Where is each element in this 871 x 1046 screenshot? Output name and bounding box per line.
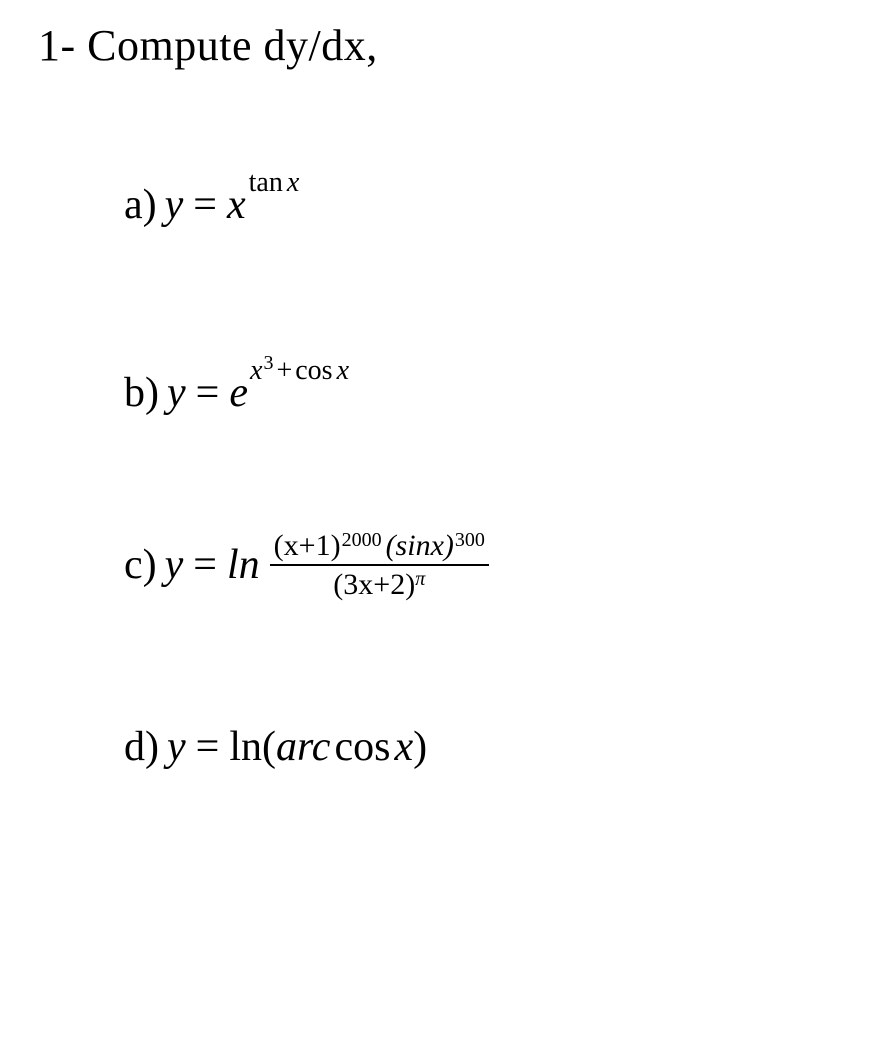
lhs-y: y xyxy=(165,541,184,589)
num-f1-exp: 2000 xyxy=(341,529,382,551)
fn-ln: ln xyxy=(229,723,262,771)
problem-a: a) y = x tanx xyxy=(124,181,851,229)
exp-plus: + xyxy=(273,355,295,386)
num-f1-base: (x+1) xyxy=(274,529,341,562)
lhs-y: y xyxy=(167,369,186,417)
lhs-y: y xyxy=(167,723,186,771)
var-x: x xyxy=(394,723,413,771)
question-title: 1- Compute dy/dx, xyxy=(38,20,851,71)
fn-ln: ln xyxy=(227,541,260,589)
problem-c: c) y = ln (x+1)2000(sinx)300 (3x+2)π xyxy=(124,527,851,603)
problem-b: b) y = e x3+cosx xyxy=(124,369,851,417)
equals-sign: = xyxy=(183,181,227,229)
den-exp-pi: π xyxy=(415,568,425,590)
base-e: e xyxy=(229,369,248,417)
equation-c: y = ln (x+1)2000(sinx)300 (3x+2)π xyxy=(165,527,489,603)
label-d: d) xyxy=(124,723,159,771)
lhs-y: y xyxy=(165,181,184,229)
problem-list: a) y = x tanx b) y = e x3+cosx xyxy=(38,181,851,771)
arc: arc xyxy=(276,723,330,771)
open-paren: ( xyxy=(262,723,276,771)
label-c: c) xyxy=(124,541,157,589)
page: 1- Compute dy/dx, a) y = x tanx b) y = e xyxy=(0,0,871,771)
numerator: (x+1)2000(sinx)300 xyxy=(270,527,489,564)
exp-x: x xyxy=(250,355,262,386)
equation-a: y = x tanx xyxy=(165,181,300,229)
equals-sign: = xyxy=(186,369,230,417)
label-b: b) xyxy=(124,369,159,417)
exp-var-x: x xyxy=(283,167,299,198)
exp-cos-x: x xyxy=(333,355,349,386)
equals-sign: = xyxy=(186,723,230,771)
den-base: (3x+2) xyxy=(333,568,415,601)
equals-sign: = xyxy=(183,541,227,589)
denominator: (3x+2)π xyxy=(329,566,429,603)
exp-cos: cos xyxy=(295,355,332,386)
close-paren: ) xyxy=(413,723,427,771)
exponent-expr: x3+cosx xyxy=(248,355,349,387)
exp-fn-tan: tan xyxy=(249,167,283,198)
exp-x-cubed: 3 xyxy=(262,352,273,374)
label-a: a) xyxy=(124,181,157,229)
num-f2-exp: 300 xyxy=(454,529,485,551)
cos: cos xyxy=(334,723,390,771)
base-x: x xyxy=(227,181,246,229)
equation-b: y = e x3+cosx xyxy=(167,369,349,417)
num-f2-base: (sinx) xyxy=(386,529,454,562)
problem-d: d) y = ln(arccosx) xyxy=(124,723,851,771)
equation-d: y = ln(arccosx) xyxy=(167,723,427,771)
exponent-tan-x: tanx xyxy=(246,167,300,199)
fraction: (x+1)2000(sinx)300 (3x+2)π xyxy=(270,527,489,603)
